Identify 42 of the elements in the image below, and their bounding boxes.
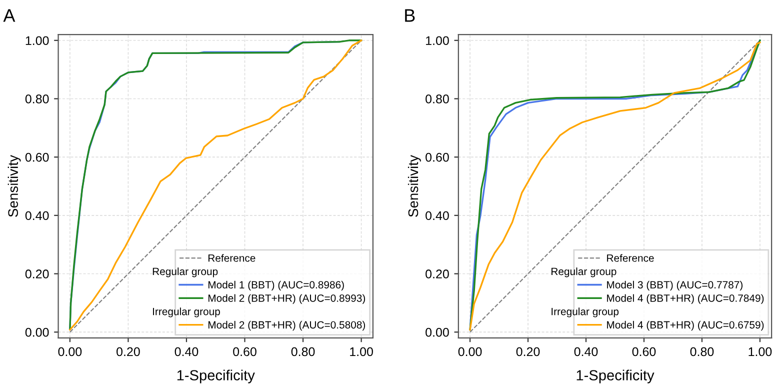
- y-tick-label: 0.40: [25, 211, 49, 220]
- y-tick-label: 1.00: [26, 36, 49, 46]
- annotation: Regular group: [552, 267, 616, 278]
- x-tick-label: 1.00: [748, 347, 772, 356]
- x-tick-label: 1.00: [350, 347, 373, 356]
- chart-title: A: [3, 9, 16, 22]
- y-axis-title: Sensitivity: [8, 155, 21, 217]
- y-tick-label: 0.20: [25, 270, 49, 278]
- y-tick-label: 0.80: [426, 94, 449, 104]
- legend-label: Model 1 (BBT) (AUC=0.8986): [208, 280, 344, 291]
- x-axis-title: 1-Specificity: [177, 370, 255, 384]
- y-tick-label: 0.80: [25, 94, 49, 104]
- x-tick-label: 0.60: [632, 347, 656, 356]
- annotation: Irregular group: [552, 308, 619, 318]
- legend-label: Reference: [607, 254, 654, 262]
- x-tick-label: 0.80: [291, 347, 315, 356]
- legend-label: Model 4 (BBT+HR) (AUC=0.6759): [607, 320, 764, 331]
- y-tick-label: 0.00: [25, 328, 49, 337]
- y-tick-label: 1.00: [426, 36, 449, 46]
- legend-label: Model 4 (BBT+HR) (AUC=0.7849): [607, 294, 764, 304]
- x-tick-label: 0.00: [458, 347, 482, 356]
- x-tick-label: 0.60: [233, 347, 256, 356]
- y-axis-title: Sensitivity: [408, 155, 421, 217]
- x-axis-title: 1-Specificity: [576, 370, 654, 384]
- y-tick-label: 0.00: [426, 328, 449, 337]
- x-tick-label: 0.20: [116, 347, 140, 356]
- x-tick-label: 0.40: [174, 347, 198, 356]
- y-tick-label: 0.40: [426, 211, 449, 220]
- annotation: Regular group: [152, 267, 218, 278]
- x-tick-label: 0.80: [690, 347, 714, 356]
- annotation: Irregular group: [153, 308, 220, 318]
- legend-label: Model 2 (BBT+HR) (AUC=0.8993): [208, 294, 366, 304]
- y-tick-label: 0.60: [25, 152, 49, 162]
- y-tick-label: 0.20: [426, 270, 449, 278]
- x-tick-label: 0.20: [516, 347, 540, 356]
- legend-label: Model 3 (BBT) (AUC=0.7787): [607, 280, 742, 291]
- legend-label: Reference: [208, 254, 256, 262]
- x-tick-label: 0.40: [574, 347, 598, 356]
- y-tick-label: 0.60: [426, 152, 449, 162]
- chart-title: B: [405, 9, 415, 22]
- legend-label: Model 2 (BBT+HR) (AUC=0.5808): [208, 320, 366, 331]
- x-tick-label: 0.00: [58, 347, 82, 356]
